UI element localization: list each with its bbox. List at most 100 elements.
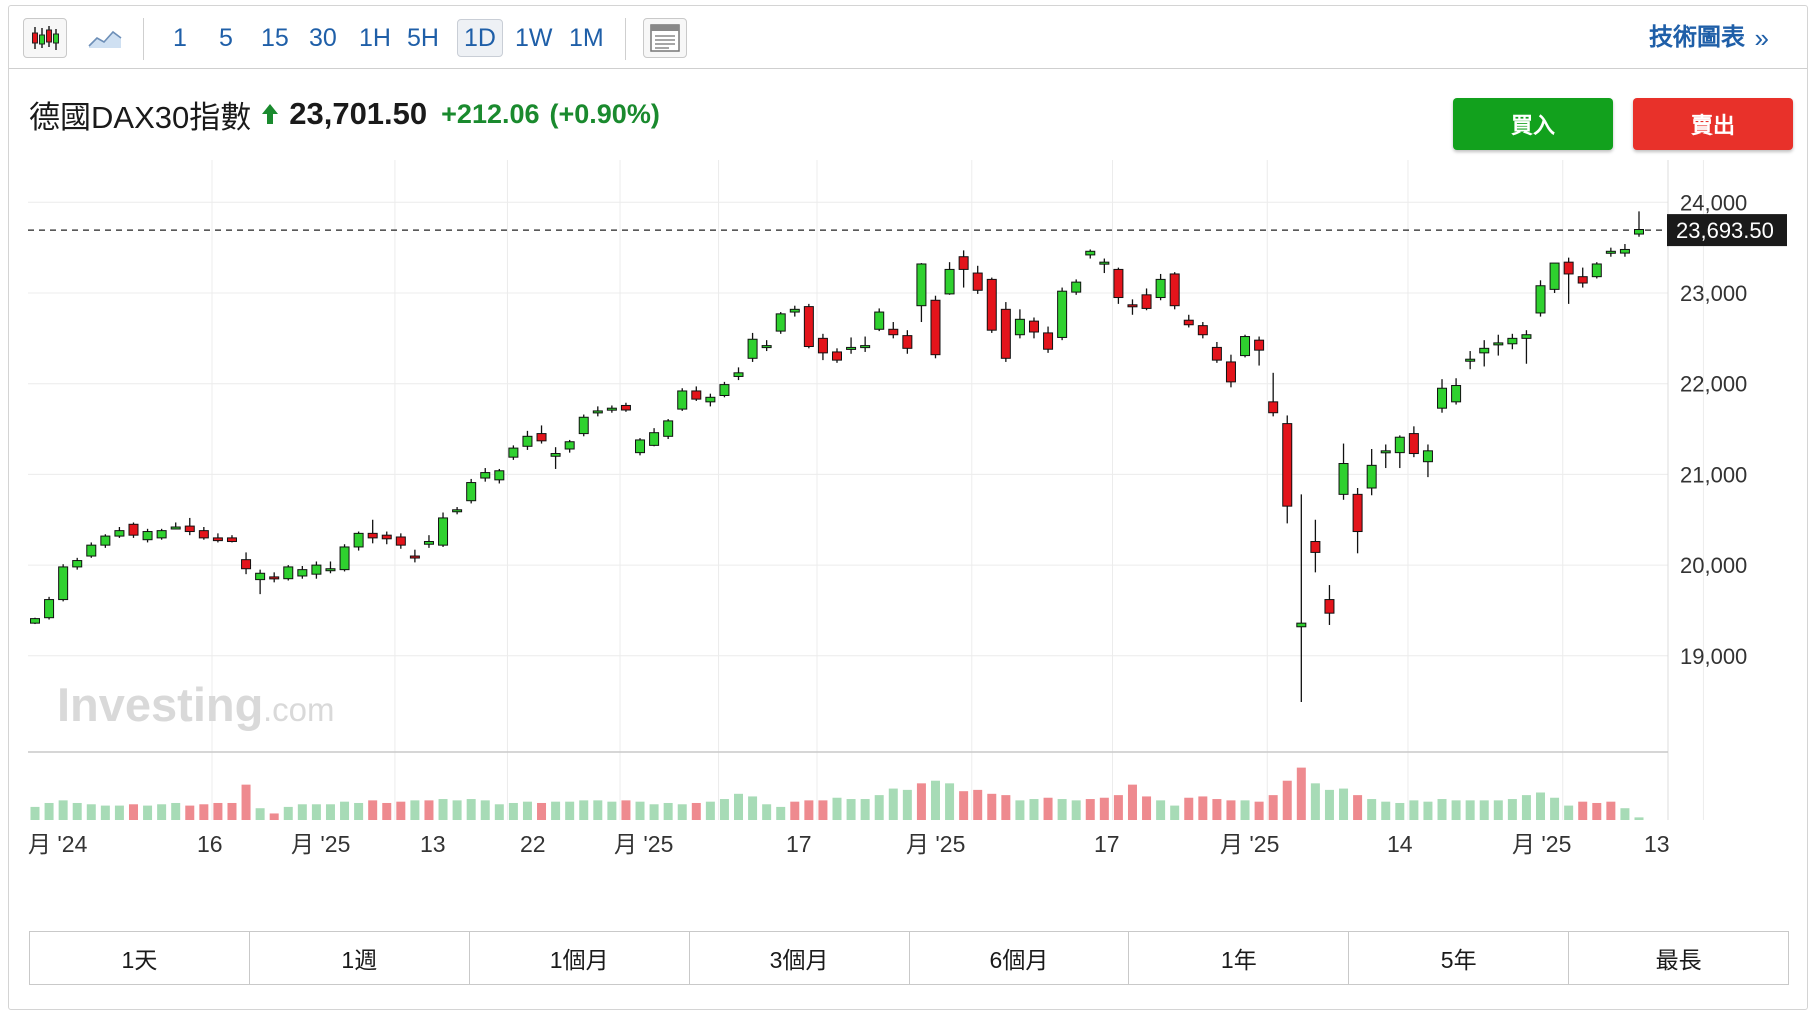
range-5y[interactable]: 5年 — [1349, 932, 1570, 984]
quote-header: 德國DAX30指數 23,701.50 +212.06 (+0.90%) — [29, 94, 660, 135]
range-1d[interactable]: 1天 — [30, 932, 250, 984]
buy-button[interactable]: 買入 — [1453, 98, 1613, 150]
candle-body — [1535, 285, 1546, 314]
x-tick-label: 17 — [1094, 831, 1120, 857]
candle-body — [719, 384, 730, 396]
candle-body — [536, 433, 547, 442]
candlestick-chart-icon[interactable] — [23, 18, 67, 58]
candle-body — [241, 559, 252, 570]
sell-button[interactable]: 賣出 — [1633, 98, 1793, 150]
candle-body — [226, 537, 237, 543]
candle-body — [986, 278, 997, 331]
volume-bar — [255, 808, 265, 820]
volume-bar — [1324, 789, 1334, 820]
volume-bar — [1071, 800, 1081, 820]
volume-bar — [1029, 799, 1039, 820]
candle-body — [283, 566, 294, 580]
volume-bar — [1521, 795, 1531, 820]
volume-bar — [987, 793, 997, 820]
x-tick-label: 月 '25 — [614, 831, 673, 857]
candle-body — [156, 530, 167, 539]
timeframe-15[interactable]: 15 — [261, 24, 289, 52]
volume-bar — [874, 795, 884, 820]
volume-bar — [157, 804, 167, 820]
double-chevron-right-icon[interactable]: » — [1754, 23, 1769, 53]
candle-body — [100, 535, 111, 546]
candle-body — [888, 328, 899, 336]
chart-widget: 1 5 15 30 1H 5H 1D 1W 1M 技術圖表 » 德國DAX30指… — [8, 5, 1808, 1010]
volume-bar — [1339, 788, 1349, 820]
volume-bar — [776, 806, 786, 820]
x-tick-label: 22 — [520, 831, 546, 857]
timeframe-5[interactable]: 5 — [219, 24, 233, 52]
candle-body — [832, 351, 842, 361]
candle-body — [1085, 250, 1096, 256]
volume-bar — [30, 806, 40, 820]
candle-body — [564, 441, 575, 450]
volume-bar — [565, 801, 575, 820]
candle-body — [367, 532, 378, 539]
volume-bar — [128, 804, 138, 820]
candle-body — [1605, 250, 1616, 254]
range-1w[interactable]: 1週 — [250, 932, 470, 984]
y-tick-label: 19,000 — [1680, 644, 1747, 669]
candle-body — [1043, 332, 1054, 350]
candle-body — [508, 447, 519, 458]
candle-body — [409, 555, 420, 559]
candle-body — [747, 338, 758, 359]
range-1y[interactable]: 1年 — [1129, 932, 1350, 984]
layout-icon[interactable] — [643, 18, 687, 58]
volume-bar — [114, 805, 124, 820]
range-3m[interactable]: 3個月 — [690, 932, 910, 984]
volume-bar — [1310, 783, 1320, 820]
candle-body — [1310, 541, 1321, 553]
candle-body — [1634, 229, 1644, 235]
timeframe-5h[interactable]: 5H — [407, 24, 439, 52]
timeframe-1h[interactable]: 1H — [359, 24, 391, 52]
candle-body — [803, 306, 814, 348]
range-6m[interactable]: 6個月 — [910, 932, 1130, 984]
volume-bar — [1296, 767, 1306, 820]
candle-body — [620, 404, 631, 411]
volume-bar — [916, 783, 926, 820]
candle-body — [944, 268, 955, 295]
timeframe-1[interactable]: 1 — [173, 24, 187, 52]
candle-body — [297, 569, 308, 577]
candle-body — [1155, 278, 1166, 299]
volume-bar — [677, 804, 687, 820]
candle-body — [353, 532, 364, 548]
candle-body — [1211, 346, 1222, 361]
candle-body — [438, 517, 449, 546]
candle-body — [1619, 248, 1630, 254]
area-chart-icon[interactable] — [83, 18, 127, 58]
volume-bar — [719, 799, 729, 820]
volume-bar — [213, 802, 223, 820]
candle-body — [1437, 387, 1448, 409]
candle-body — [1254, 339, 1265, 351]
technical-chart-link[interactable]: 技術圖表 — [1649, 24, 1745, 51]
volume-bar — [888, 788, 898, 820]
timeframe-30[interactable]: 30 — [309, 24, 337, 52]
candle-body — [1282, 423, 1293, 507]
timeframe-1d[interactable]: 1D — [457, 19, 503, 57]
range-1m[interactable]: 1個月 — [470, 932, 690, 984]
volume-bar — [438, 799, 448, 820]
candle-body — [1394, 436, 1405, 454]
volume-bar — [1381, 801, 1391, 820]
volume-bar — [1451, 800, 1461, 820]
toolbar-divider — [625, 18, 626, 60]
volume-bar — [691, 802, 701, 820]
y-tick-label: 22,000 — [1680, 372, 1747, 397]
volume-bar — [818, 800, 828, 820]
candle-body — [311, 564, 322, 575]
timeframe-1w[interactable]: 1W — [515, 24, 553, 52]
range-max[interactable]: 最長 — [1655, 947, 1702, 973]
timeframe-1m[interactable]: 1M — [569, 24, 604, 52]
candle-body — [691, 390, 702, 400]
candle-body — [1493, 342, 1504, 346]
volume-bar — [1240, 800, 1250, 820]
volume-bar — [72, 802, 82, 820]
volume-bar — [325, 804, 335, 820]
candle-body — [30, 618, 40, 624]
